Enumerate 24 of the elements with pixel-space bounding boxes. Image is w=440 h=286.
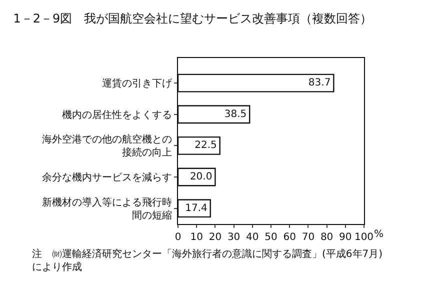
x-tick-label: 50 [264,232,278,243]
data-label: 83.7 [308,78,331,89]
x-tick-label: 100 [354,232,374,243]
x-tick-label: 10 [190,232,203,243]
x-tick-label: 20 [208,232,222,243]
x-axis-title: % [374,229,384,240]
x-tick-label: 30 [227,232,240,243]
y-tick-label: 運賃の引き下げ [102,78,173,90]
x-tick-label: 0 [174,232,182,243]
y-tick-label: 機内の居住性をよくする [62,108,172,121]
data-label: 38.5 [224,108,247,120]
x-tick-label: 80 [320,232,334,243]
y-tick-label: 新機材の導入等による飛行時間の短縮 [42,196,172,222]
data-label: 20.0 [190,172,212,183]
data-label: 22.5 [194,140,217,152]
x-tick-label: 70 [302,232,315,243]
data-label: 17.4 [185,202,208,214]
y-tick-label: 余分な機内サービスを減らす [42,172,172,184]
y-tick-label: 海外空港での他の航空機との接続の向上 [42,134,172,159]
x-tick-label: 60 [283,232,296,243]
chart-title: 1－2－9図 我が国航空会社に望むサービス改善事項（複数回答） [13,12,372,26]
text: 注 ㈶運輸経済研究センター「海外旅行者の意識に関する調査」(平成6年7月) により作成 [32,248,383,273]
x-tick-label: 90 [339,232,352,243]
x-tick-label: 40 [246,232,259,243]
